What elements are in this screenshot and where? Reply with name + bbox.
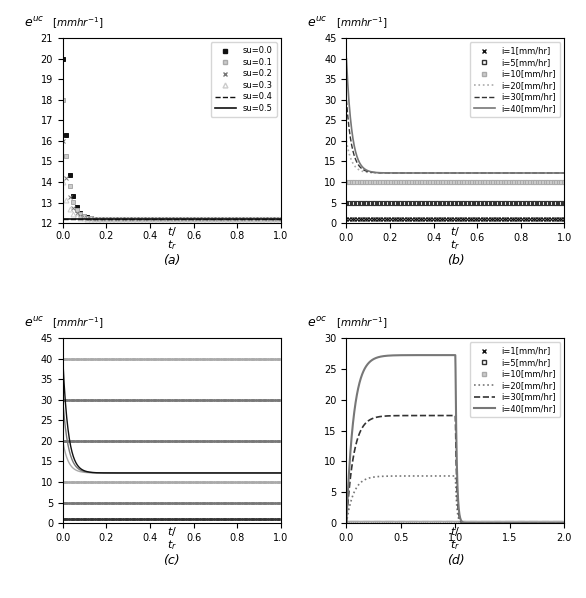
Text: $t/$: $t/$	[167, 525, 177, 538]
Text: $t_r$: $t_r$	[451, 538, 461, 552]
Text: $t_r$: $t_r$	[167, 238, 177, 252]
Text: $t/$: $t/$	[167, 225, 177, 238]
Text: $t/$: $t/$	[451, 525, 461, 538]
Text: $t_r$: $t_r$	[167, 538, 177, 552]
Text: $e^{uc}$: $e^{uc}$	[307, 16, 328, 30]
Text: $[mmhr^{-1}]$: $[mmhr^{-1}]$	[52, 16, 104, 31]
Legend: i=1[mm/hr], i=5[mm/hr], i=10[mm/hr], i=20[mm/hr], i=30[mm/hr], i=40[mm/hr]: i=1[mm/hr], i=5[mm/hr], i=10[mm/hr], i=2…	[470, 342, 560, 417]
Legend: su=0.0, su=0.1, su=0.2, su=0.3, su=0.4, su=0.5: su=0.0, su=0.1, su=0.2, su=0.3, su=0.4, …	[211, 42, 277, 117]
Text: $t_r$: $t_r$	[451, 238, 461, 252]
Text: (c): (c)	[163, 554, 180, 567]
Text: (a): (a)	[163, 254, 180, 267]
Text: $[mmhr^{-1}]$: $[mmhr^{-1}]$	[336, 315, 387, 331]
Text: $[mmhr^{-1}]$: $[mmhr^{-1}]$	[52, 315, 104, 331]
Text: $e^{uc}$: $e^{uc}$	[23, 16, 44, 30]
Text: $e^{uc}$: $e^{uc}$	[23, 316, 44, 330]
Legend: i=1[mm/hr], i=5[mm/hr], i=10[mm/hr], i=20[mm/hr], i=30[mm/hr], i=40[mm/hr]: i=1[mm/hr], i=5[mm/hr], i=10[mm/hr], i=2…	[470, 42, 560, 117]
Text: (d): (d)	[447, 554, 464, 567]
Text: $t/$: $t/$	[451, 225, 461, 238]
Text: $e^{oc}$: $e^{oc}$	[307, 316, 328, 330]
Text: $[mmhr^{-1}]$: $[mmhr^{-1}]$	[336, 16, 387, 31]
Text: (b): (b)	[447, 254, 464, 267]
